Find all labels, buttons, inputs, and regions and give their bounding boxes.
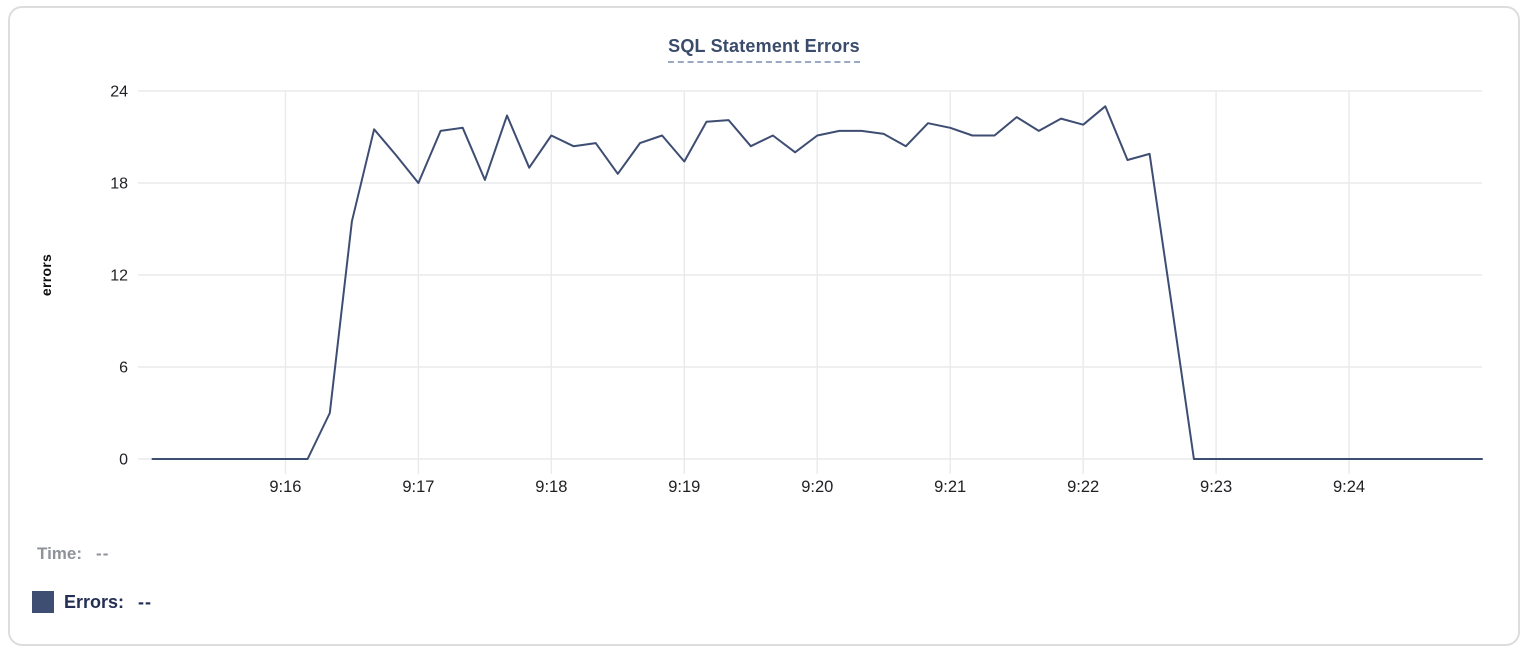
svg-text:24: 24 bbox=[110, 84, 128, 101]
chart-title[interactable]: SQL Statement Errors bbox=[668, 36, 860, 63]
chart-title-wrap: SQL Statement Errors bbox=[10, 36, 1518, 63]
svg-text:12: 12 bbox=[110, 268, 128, 285]
chart-card: SQL Statement Errors 0 6 12 18 24 9:16 9:17 9:1… bbox=[8, 6, 1520, 646]
legend-errors-label: Errors: bbox=[64, 591, 125, 612]
svg-text:9:20: 9:20 bbox=[801, 478, 833, 496]
svg-text:9:17: 9:17 bbox=[402, 478, 434, 496]
svg-text:9:16: 9:16 bbox=[269, 478, 301, 496]
svg-text:9:23: 9:23 bbox=[1200, 478, 1232, 496]
svg-text:0: 0 bbox=[119, 452, 128, 469]
svg-text:9:18: 9:18 bbox=[535, 478, 567, 496]
legend-errors-value: -- bbox=[138, 591, 153, 612]
svg-text:9:21: 9:21 bbox=[934, 478, 966, 496]
svg-text:9:19: 9:19 bbox=[668, 478, 700, 496]
legend-errors-row: Errors: -- bbox=[32, 591, 152, 613]
sql-errors-line-chart[interactable]: 0 6 12 18 24 9:16 9:17 9:18 9:19 9:20 9:21 9:22 9:23… bbox=[10, 8, 1528, 652]
legend-time-row: Time: -- bbox=[37, 544, 109, 564]
legend-time-label: Time: bbox=[37, 544, 83, 563]
svg-text:6: 6 bbox=[119, 360, 128, 377]
svg-text:18: 18 bbox=[110, 176, 128, 193]
legend-time-value: -- bbox=[96, 544, 110, 563]
svg-text:9:24: 9:24 bbox=[1333, 478, 1365, 496]
errors-series-swatch-icon bbox=[32, 591, 54, 613]
y-axis-label: errors bbox=[38, 253, 54, 297]
svg-text:9:22: 9:22 bbox=[1067, 478, 1099, 496]
